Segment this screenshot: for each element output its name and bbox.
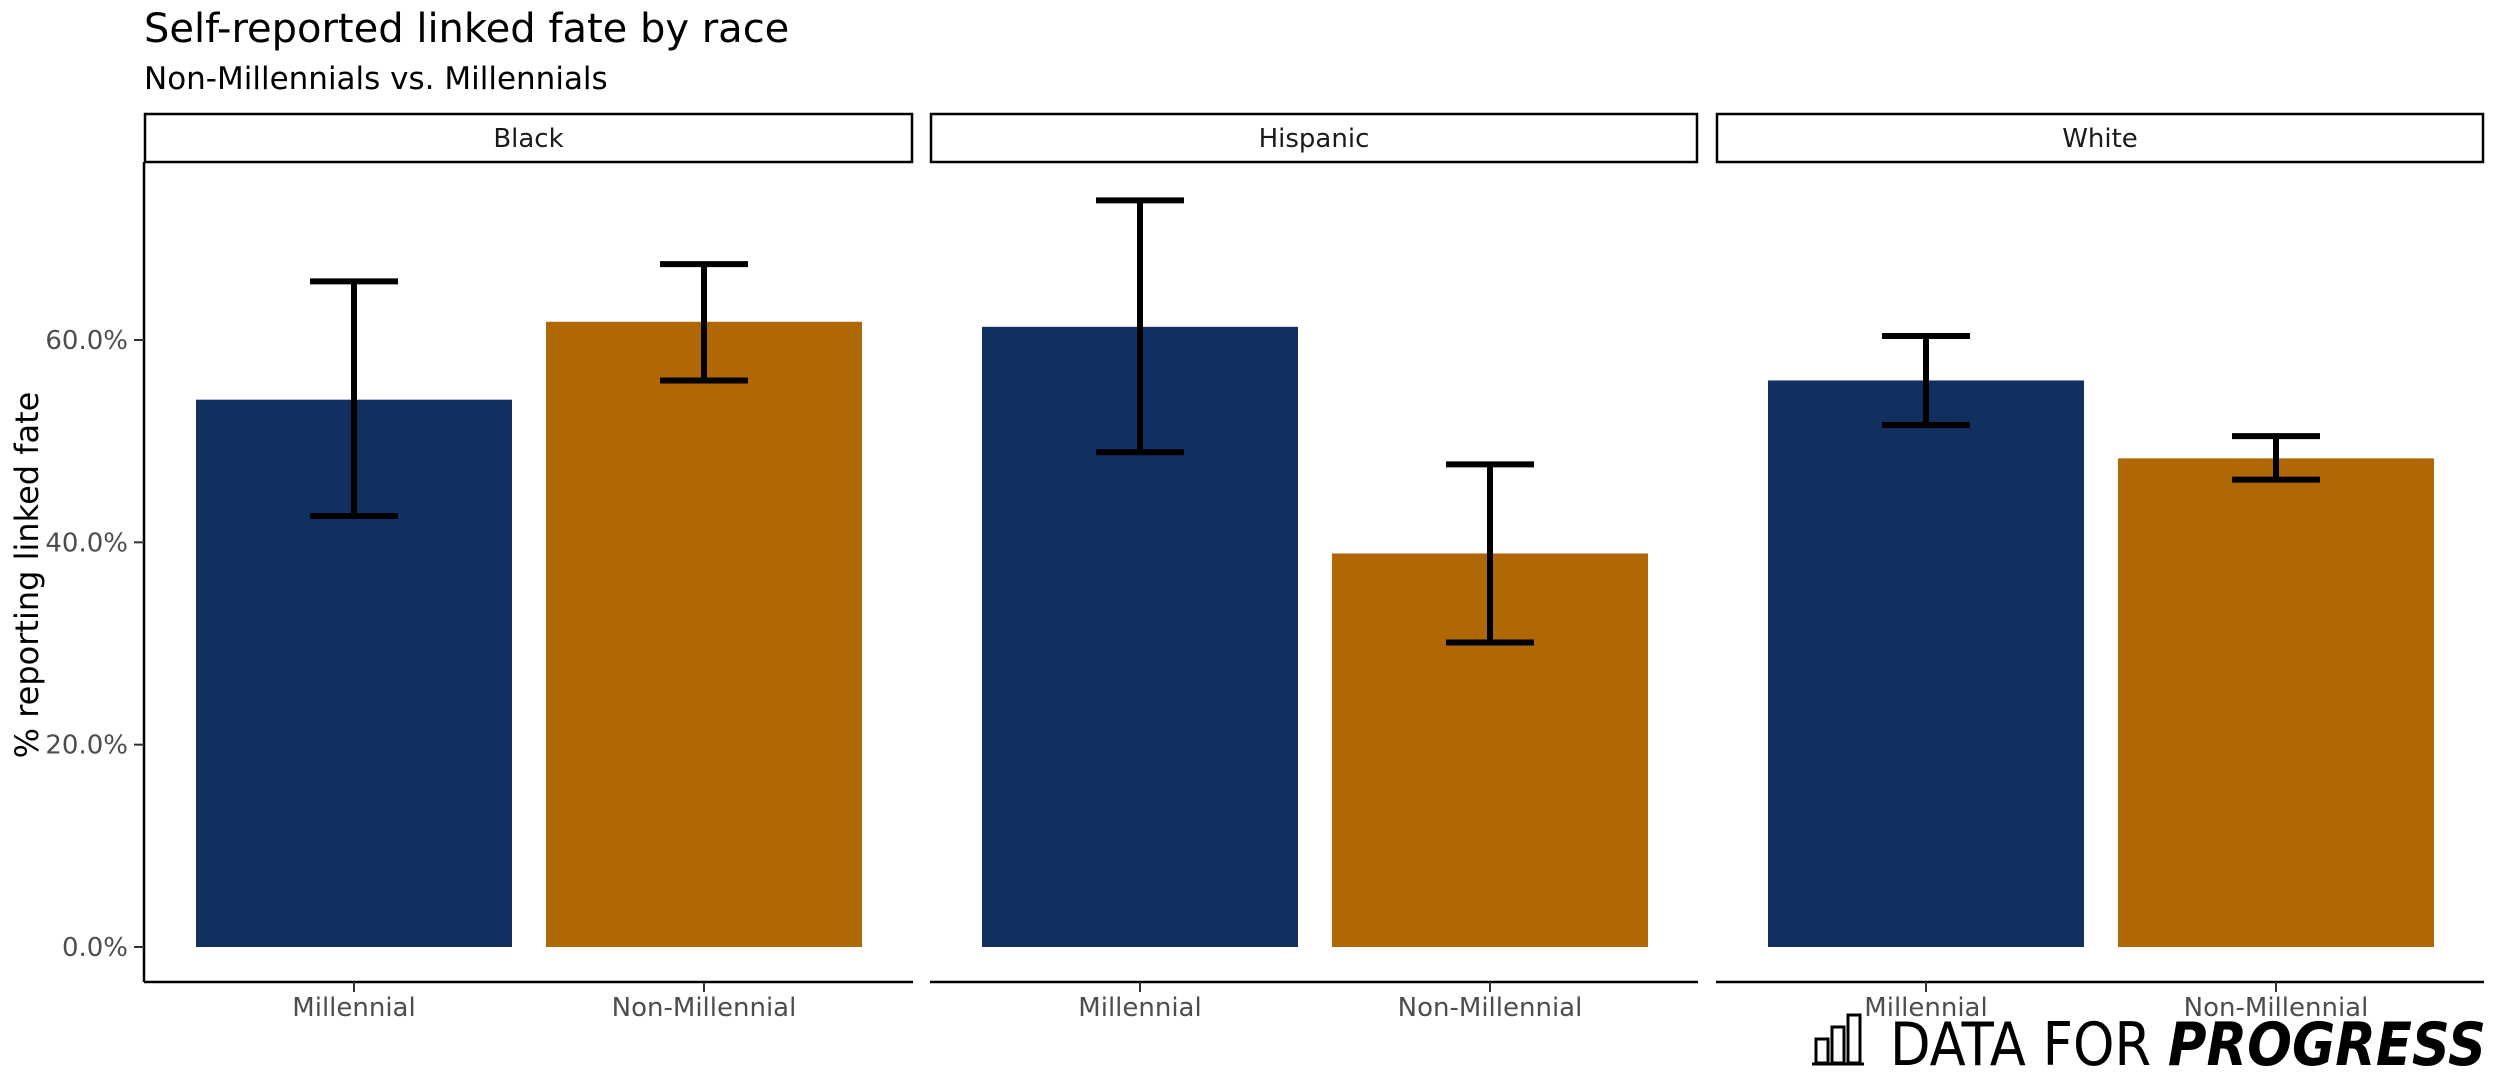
bar-non-millennial [2118, 458, 2434, 947]
chart-title: Self-reported linked fate by race [144, 6, 789, 52]
facet-panel-white: White Millennial Non-Millennial [1715, 112, 2485, 1023]
x-tick-label: Millennial [1078, 993, 1201, 1023]
chart-subtitle: Non-Millennials vs. Millennials [144, 61, 608, 97]
y-tick-label: 0.0% [62, 933, 128, 963]
logo-text-light: DATA FOR [1890, 1010, 2168, 1079]
error-bar [310, 278, 398, 520]
y-axis-label: % reporting linked fate [8, 392, 46, 759]
bar-non-millennial [546, 321, 862, 947]
facet-strip [929, 112, 1699, 164]
error-bar [2232, 433, 2320, 483]
x-tick-label: Non-Millennial [612, 993, 797, 1023]
facet-strip [143, 112, 914, 164]
y-axis: 0.0% 20.0% 40.0% 60.0% [45, 162, 146, 982]
y-tick-label: 40.0% [45, 528, 128, 558]
x-tick-label: Non-Millennial [1398, 993, 1583, 1023]
facet-strip [1715, 112, 2485, 164]
y-tick-label: 60.0% [45, 326, 128, 356]
facet-strip-label: Black [493, 124, 563, 154]
x-tick-label: Millennial [1864, 993, 1987, 1023]
facet-strip-label: White [2062, 124, 2138, 154]
facet-panel-black: Black Millennial Non-Millennial [143, 112, 914, 1023]
error-bar [660, 261, 748, 384]
logo-text-bold: PROGRESS [2168, 1010, 2486, 1079]
error-bar [1446, 461, 1534, 646]
facet-panel-hispanic: Hispanic Millennial Non-Millennial [929, 112, 1699, 1023]
bar-chart-icon [1812, 1013, 1864, 1066]
facet-strip-label: Hispanic [1259, 124, 1370, 154]
error-bar [1882, 332, 1970, 428]
error-bar [1096, 197, 1184, 456]
data-for-progress-logo: DATA FOR PROGRESS [1812, 1010, 2486, 1079]
logo-wordmark: DATA FOR PROGRESS [1890, 1010, 2486, 1079]
y-tick-label: 20.0% [45, 731, 128, 761]
facet-panels: Black Millennial Non-Millennial Hispanic Mil… [143, 112, 2485, 1023]
x-tick-label: Non-Millennial [2184, 993, 2369, 1023]
bar-millennial [1768, 380, 2084, 947]
x-tick-label: Millennial [292, 993, 415, 1023]
